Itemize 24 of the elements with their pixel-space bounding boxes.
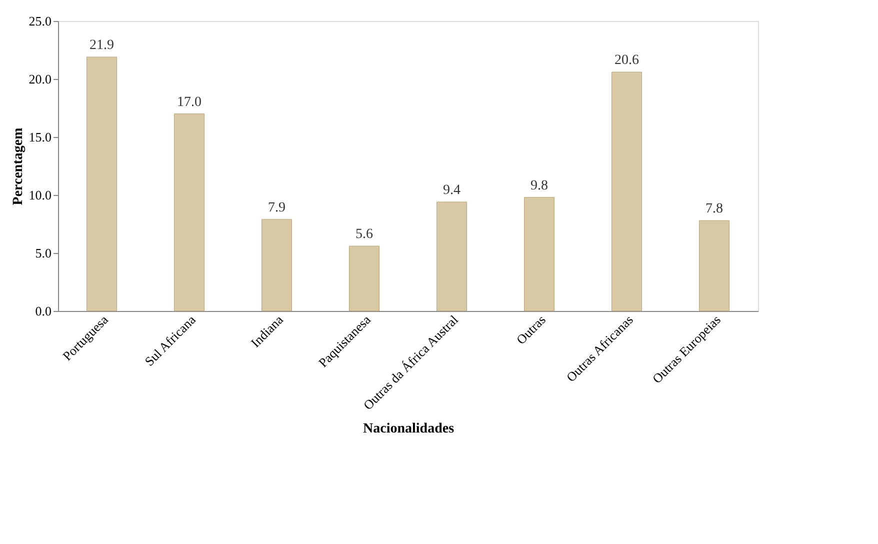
y-tick-label: 15.0: [28, 130, 52, 144]
data-label: 7.9: [268, 200, 286, 216]
data-label: 7.8: [706, 202, 723, 217]
bar: [86, 56, 117, 312]
y-tick-label: 10.0: [28, 188, 52, 202]
bar: [436, 202, 467, 312]
bar: [262, 219, 292, 312]
y-tick-label: 5.0: [35, 246, 52, 260]
y-axis-title: Percentagem: [10, 127, 26, 206]
x-axis-title: Nacionalidades: [362, 421, 455, 436]
bar: [174, 114, 204, 312]
y-tick-label: 0.0: [35, 304, 52, 318]
bar: [699, 220, 730, 312]
data-label: 21.9: [90, 38, 114, 53]
bar: [524, 197, 554, 312]
data-label: 20.6: [614, 53, 639, 68]
bar: [349, 246, 380, 312]
data-label: 5.6: [356, 227, 373, 242]
data-label: 17.0: [177, 94, 202, 110]
y-tick-label: 20.0: [28, 72, 52, 86]
data-label: 9.8: [530, 178, 548, 194]
bar: [612, 72, 642, 312]
y-tick-label: 25.0: [28, 14, 52, 28]
data-label: 9.4: [443, 182, 460, 198]
